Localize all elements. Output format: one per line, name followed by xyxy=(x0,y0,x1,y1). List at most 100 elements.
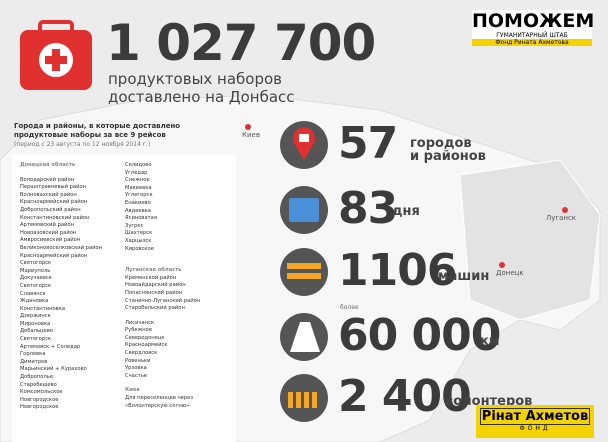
list-item: Великоновоселковский район xyxy=(20,244,103,251)
list-item: Димитров xyxy=(20,358,48,365)
list-item: Горловка xyxy=(20,351,46,358)
list-item: Комсомольское xyxy=(20,389,63,396)
list-item: Лисичанск xyxy=(125,319,155,326)
title-line: Города и районы, в которые доставлено xyxy=(14,122,181,130)
stat-unit: городов и районов xyxy=(410,137,486,163)
unit-line: дня xyxy=(392,204,420,219)
stat-value: 1106 xyxy=(338,245,457,296)
list-item: Счастье xyxy=(125,372,147,379)
title-line: продуктовые наборы за все 9 рейсов xyxy=(14,131,166,139)
list-item: Старобешево xyxy=(20,381,57,388)
list-heading: Киев xyxy=(125,387,140,394)
map-label: Киев xyxy=(242,131,260,139)
list-item: Енакиево xyxy=(125,199,151,206)
list-item: Марьинский + Курахово xyxy=(20,366,87,373)
list-item: Для переселенцев через xyxy=(125,395,194,402)
list-item: Мариуполь xyxy=(20,267,51,274)
list-item: Авдеевка xyxy=(125,207,151,214)
list-item: Красноармейск xyxy=(125,342,168,349)
list-item: Ждановка xyxy=(20,298,49,305)
unit-line: волонтеров xyxy=(445,394,533,409)
list-item: Святогорск xyxy=(20,260,52,267)
list-item: Першотравневый район xyxy=(20,184,87,191)
list-column: Селидово Угледар Снежное Макеевка Углегорск Е… xyxy=(125,162,200,410)
list-item: Ровеньки xyxy=(125,357,151,364)
list-item: Новгородское xyxy=(20,396,59,403)
caption-line: продуктовых наборов xyxy=(108,70,283,88)
list-column: Донецкая область Володарский район Першотр… xyxy=(20,162,102,412)
spacer xyxy=(125,313,200,320)
list-heading: Луганская область xyxy=(125,267,182,274)
unit-line: и районов xyxy=(410,149,486,164)
footer-logo-name: Рінат Ахметов xyxy=(480,408,590,425)
list-title: Города и районы, в которые доставлено про… xyxy=(14,122,180,149)
total-count: 1 027 700 xyxy=(106,14,376,72)
list-item: Северодонецк xyxy=(125,334,165,341)
list-item: Зугрес xyxy=(125,222,144,229)
caption-line: доставлено на Донбасс xyxy=(108,88,295,106)
list-item: Константиновка xyxy=(20,305,66,312)
list-item: Володарский район xyxy=(20,176,75,183)
spacer xyxy=(20,170,102,177)
list-item: Шахтерск xyxy=(125,230,153,237)
spacer xyxy=(125,380,200,387)
list-item: Старобельский район xyxy=(125,305,185,312)
list-item: Добропольский район xyxy=(20,206,81,213)
stat-value: 83 xyxy=(338,183,398,234)
stat-value: 60 000 xyxy=(338,310,501,361)
list-item: «Волонтерскую сотню» xyxy=(125,402,190,409)
list-item: Кировское xyxy=(125,245,154,252)
footer-logo-fund: ФОНД xyxy=(519,425,551,432)
list-item: Ясиноватая xyxy=(125,215,157,222)
stat-unit: км xyxy=(480,335,499,348)
list-item: Макеевка xyxy=(125,184,152,191)
list-item: Попаснянский район xyxy=(125,289,183,296)
list-item: Кременской район xyxy=(125,274,177,281)
list-item: Урзовка xyxy=(125,365,147,372)
logo: ПОМОЖЕМ ГУМАНИТАРНЫЙ ШТАБ Фонд Рината Ах… xyxy=(472,10,595,46)
map-label: Донецк xyxy=(496,269,524,277)
stat-prefix: более xyxy=(340,304,359,311)
list-item: Святогорск xyxy=(20,282,52,289)
list-item: Святогорск xyxy=(20,336,52,343)
list-item: Новгородское xyxy=(20,404,59,411)
unit-line: км xyxy=(480,334,500,349)
list-item: Красноармейский район xyxy=(20,252,88,259)
list-item: Селидово xyxy=(125,162,152,168)
map-label: Луганск xyxy=(546,214,577,222)
spacer xyxy=(125,253,200,260)
stat-value: 57 xyxy=(338,118,398,169)
list-item: Константиновский район xyxy=(20,214,90,221)
list-item: Амвросиевский район xyxy=(20,237,81,244)
list-heading: Донецкая область xyxy=(20,162,76,168)
logo-name: ПОМОЖЕМ xyxy=(472,10,595,32)
stat-unit: машин xyxy=(438,270,489,283)
logo-subtitle: ГУМАНИТАРНЫЙ ШТАБ xyxy=(496,32,568,39)
list-item: Снежное xyxy=(125,177,150,184)
list-item: Доброполье xyxy=(20,374,54,381)
list-item: Волновахский район xyxy=(20,191,77,198)
list-item: Славянск xyxy=(20,290,46,297)
logo-fund: Фонд Рината Ахметова xyxy=(472,39,592,46)
list-item: Докучаевск xyxy=(20,275,52,282)
list-item: Углегорск xyxy=(125,192,153,199)
period: (период с 23 августа по 12 ноября 2014 г… xyxy=(14,141,151,148)
list-item: Рубежное xyxy=(125,327,153,334)
list-item: Артемовск + Соледар xyxy=(20,343,81,350)
list-item: Дзержинск xyxy=(20,313,51,320)
list-item: Мироновка xyxy=(20,320,51,327)
unit-line: машин xyxy=(438,269,490,284)
stat-value: 2 400 xyxy=(338,371,472,422)
list-item: Угледар xyxy=(125,169,148,176)
list-item: Артемовский район xyxy=(20,222,74,229)
footer-logo: Рінат Ахметов ФОНД xyxy=(476,405,594,438)
list-item: Новоазовский район xyxy=(20,229,77,236)
list-item: Харцызск xyxy=(125,237,152,244)
list-item: Свердловск xyxy=(125,350,158,357)
stat-unit: волонтеров xyxy=(445,395,532,408)
unit-line: городов xyxy=(410,136,472,151)
list-item: Красноармейский район xyxy=(20,199,88,206)
list-item: Дебальцево xyxy=(20,328,53,335)
